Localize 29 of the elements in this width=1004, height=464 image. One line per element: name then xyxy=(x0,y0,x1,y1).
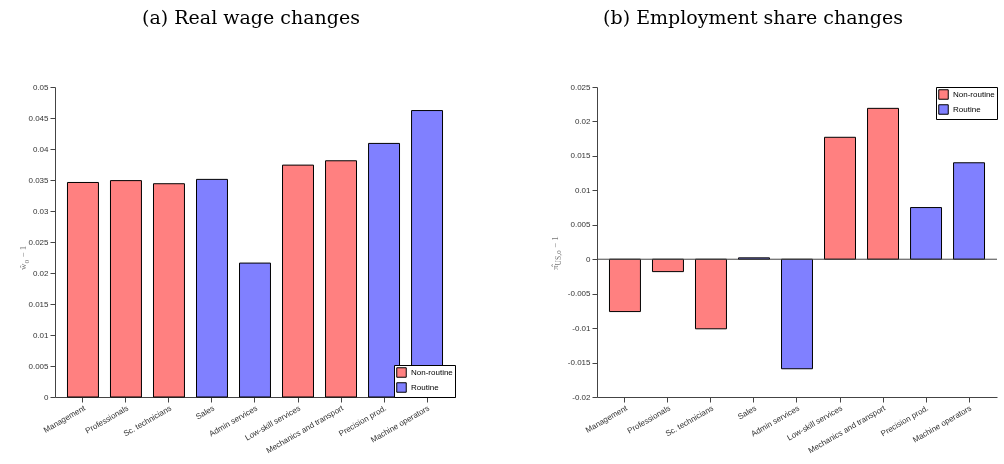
y-tick-label: 0.015 xyxy=(28,299,50,309)
y-tick-label: 0.03 xyxy=(32,206,50,216)
y-tick-label: -0.01 xyxy=(572,323,592,333)
y-tick-label: 0.005 xyxy=(570,220,592,230)
y-tick-label: 0.015 xyxy=(570,151,592,161)
legend-label: Non-routine xyxy=(953,89,996,99)
y-tick-label: 0.05 xyxy=(32,82,50,92)
chart-title: (a) Real wage changes xyxy=(141,6,361,28)
y-tick-label: 0.02 xyxy=(32,268,50,278)
x-tick-label: Sales xyxy=(194,403,216,422)
y-tick-label: 0.045 xyxy=(28,113,50,123)
x-tick-label: Sales xyxy=(736,403,758,422)
y-tick-label: -0.005 xyxy=(567,289,592,299)
legend-label: Non-routine xyxy=(411,367,454,377)
y-tick-label: -0.02 xyxy=(572,392,592,402)
y-tick-label: -0.015 xyxy=(567,358,592,368)
y-tick-label: 0.035 xyxy=(28,175,50,185)
y-tick-label: 0.02 xyxy=(574,116,592,126)
legend-label: Routine xyxy=(411,382,440,392)
y-tick-label: 0.01 xyxy=(574,185,592,195)
y-tick-label: 0.04 xyxy=(32,144,50,154)
y-tick-label: 0 xyxy=(586,254,592,264)
y-tick-label: 0 xyxy=(44,392,50,402)
y-tick-label: 0.005 xyxy=(28,361,50,371)
y-tick-label: 0.025 xyxy=(570,82,592,92)
legend-label: Routine xyxy=(953,104,982,114)
y-tick-label: 0.01 xyxy=(32,330,50,340)
chart-title: (b) Employment share changes xyxy=(602,6,904,28)
y-tick-label: 0.025 xyxy=(28,237,50,247)
